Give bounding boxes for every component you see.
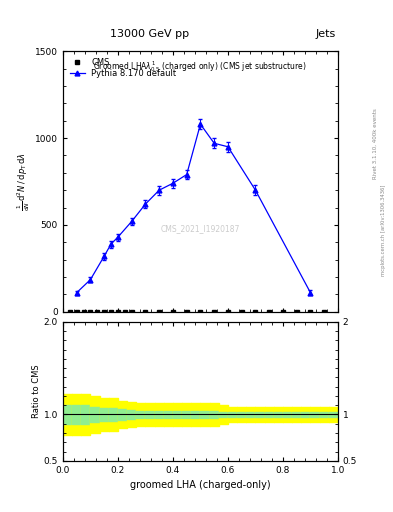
CMS <box>198 309 203 315</box>
CMS <box>281 309 285 315</box>
CMS <box>88 309 93 315</box>
CMS <box>184 309 189 315</box>
Line: CMS: CMS <box>68 310 326 313</box>
CMS <box>171 309 175 315</box>
Text: CMS_2021_I1920187: CMS_2021_I1920187 <box>161 224 240 233</box>
Text: Groomed LHA$\lambda^1_{0.5}$ (charged only) (CMS jet substructure): Groomed LHA$\lambda^1_{0.5}$ (charged on… <box>94 59 307 74</box>
Legend: CMS, Pythia 8.170 default: CMS, Pythia 8.170 default <box>67 55 179 81</box>
CMS <box>102 309 107 315</box>
CMS <box>157 309 162 315</box>
CMS <box>95 309 100 315</box>
CMS <box>212 309 217 315</box>
Text: Rivet 3.1.10, 400k events: Rivet 3.1.10, 400k events <box>373 108 378 179</box>
CMS <box>116 309 120 315</box>
Text: mcplots.cern.ch [arXiv:1306.3436]: mcplots.cern.ch [arXiv:1306.3436] <box>381 185 386 276</box>
CMS <box>308 309 313 315</box>
CMS <box>108 309 114 315</box>
CMS <box>129 309 134 315</box>
CMS <box>81 309 86 315</box>
CMS <box>68 309 72 315</box>
Y-axis label: Ratio to CMS: Ratio to CMS <box>32 365 41 418</box>
CMS <box>253 309 258 315</box>
Y-axis label: $\frac{1}{\mathrm{d}N}\,\mathrm{d}^2N\,/\,\mathrm{d}p_\mathrm{T}\,\mathrm{d}\lam: $\frac{1}{\mathrm{d}N}\,\mathrm{d}^2N\,/… <box>16 152 32 211</box>
CMS <box>239 309 244 315</box>
CMS <box>74 309 79 315</box>
CMS <box>322 309 327 315</box>
CMS <box>267 309 272 315</box>
CMS <box>143 309 148 315</box>
CMS <box>226 309 230 315</box>
CMS <box>123 309 127 315</box>
Text: Jets: Jets <box>316 29 336 39</box>
X-axis label: groomed LHA (charged-only): groomed LHA (charged-only) <box>130 480 271 490</box>
Text: 13000 GeV pp: 13000 GeV pp <box>110 29 189 39</box>
CMS <box>294 309 299 315</box>
